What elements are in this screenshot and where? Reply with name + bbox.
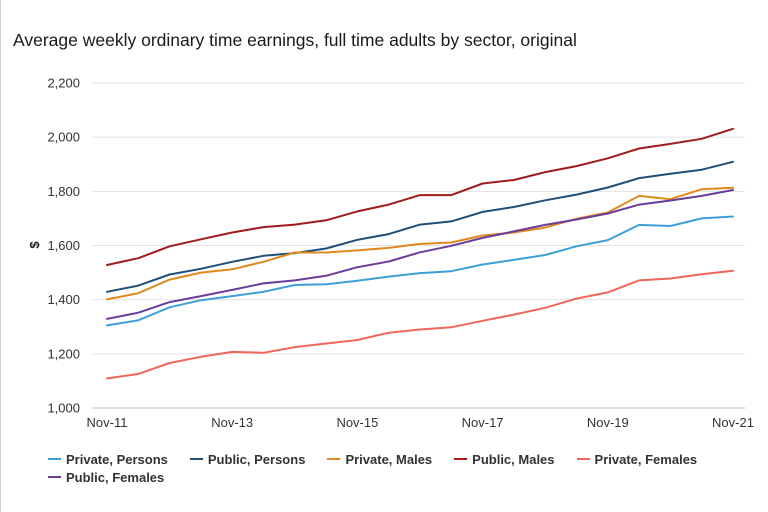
y-tick-label: 1,400 xyxy=(47,292,80,307)
x-tick-label: Nov-13 xyxy=(211,415,253,430)
y-axis-label: $ xyxy=(27,241,42,249)
y-tick-label: 2,200 xyxy=(47,76,80,91)
y-tick-label: 1,600 xyxy=(47,238,80,253)
legend-swatch xyxy=(48,476,61,478)
series-line-private-females xyxy=(106,269,734,380)
x-tick-label: Nov-15 xyxy=(336,415,378,430)
series-line-public-persons xyxy=(106,160,734,293)
legend-item[interactable]: Private, Males xyxy=(327,450,432,468)
series-line-private-males xyxy=(106,186,734,301)
x-tick-label: Nov-19 xyxy=(587,415,629,430)
legend-swatch xyxy=(327,458,341,460)
chart-title: Average weekly ordinary time earnings, f… xyxy=(13,30,577,50)
legend-swatch xyxy=(576,458,590,460)
y-tick-label: 1,000 xyxy=(47,401,80,416)
legend-item[interactable]: Public, Persons xyxy=(189,450,306,468)
legend-label: Public, Males xyxy=(472,451,555,467)
x-tick-label: Nov-21 xyxy=(712,415,754,430)
x-tick-label: Nov-11 xyxy=(87,415,128,430)
series-line-public-males xyxy=(106,127,734,266)
x-tick-label: Nov-17 xyxy=(462,415,504,430)
legend-label: Private, Females xyxy=(594,451,698,467)
legend-label: Public, Females xyxy=(66,469,165,485)
legend-item[interactable]: Private, Persons xyxy=(48,450,168,468)
series-line-public-females xyxy=(106,189,734,320)
y-tick-label: 1,800 xyxy=(47,184,80,199)
frame-border xyxy=(0,0,1,512)
legend-item[interactable]: Public, Females xyxy=(48,468,164,486)
legend-item[interactable]: Public, Males xyxy=(454,450,555,468)
series-line-private-persons xyxy=(106,215,734,327)
legend-swatch xyxy=(189,458,203,460)
y-tick-label: 2,000 xyxy=(47,130,80,145)
legend-swatch xyxy=(48,458,61,460)
legend-item[interactable]: Private, Females xyxy=(576,450,698,468)
legend-swatch xyxy=(454,458,468,460)
legend-label: Private, Males xyxy=(345,451,433,467)
y-tick-label: 1,200 xyxy=(47,346,80,361)
legend-label: Public, Persons xyxy=(207,451,306,467)
chart-legend: Private, Persons Public, Persons Private, … xyxy=(48,450,748,486)
legend-label: Private, Persons xyxy=(66,451,168,467)
